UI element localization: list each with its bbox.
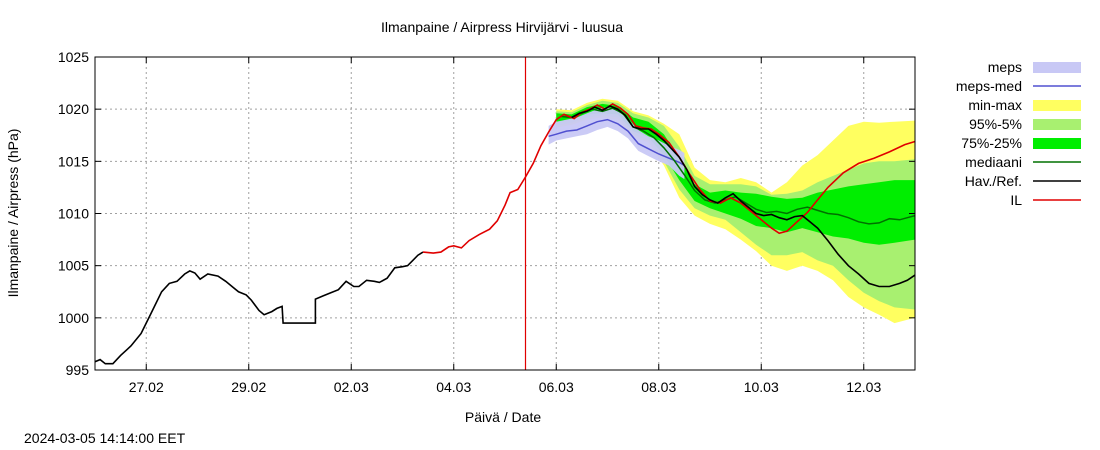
legend-label-hav: Hav./Ref. [965,173,1022,189]
timestamp-label: 2024-03-05 14:14:00 EET [24,430,186,446]
legend: meps meps-med min-max 95%-5% 75%-25% mediaani… [956,59,1081,208]
y-tick-label: 1000 [58,310,89,326]
x-tick-label: 04.03 [436,379,471,395]
x-tick-label: 10.03 [744,379,779,395]
series-meps-med [548,118,685,167]
x-tick-label: 12.03 [846,379,881,395]
series-hav-ref [94,251,424,365]
legend-label-minmax: min-max [968,97,1022,113]
x-tick-label: 02.03 [334,379,369,395]
x-tick-label: 08.03 [641,379,676,395]
series-hav-ref [571,105,916,288]
y-tick-label: 1005 [58,258,89,274]
legend-label-il: IL [1010,192,1022,208]
x-tick-label: 27.02 [129,379,164,395]
legend-swatch-p75_25 [1033,138,1081,149]
chart-title: Ilmanpaine / Airpress Hirvijärvi - luusu… [381,19,623,35]
y-tick-label: 1025 [58,49,89,65]
legend-swatch-meps [1033,62,1081,73]
y-tick-label: 1015 [58,153,89,169]
legend-label-p95_5: 95%-5% [969,116,1022,132]
y-tick-label: 1020 [58,101,89,117]
legend-label-meps_med: meps-med [956,78,1022,94]
band-meps [548,107,685,180]
series-observed-il [422,113,572,254]
plot-area: 995 1000 1005 1010 1015 1020 1025 27.02 29.02 02.… [58,49,916,395]
y-axis-label: Ilmanpaine / Airpress (hPa) [5,129,21,298]
legend-swatch-p95_5 [1033,119,1081,130]
x-tick-label: 29.02 [231,379,266,395]
y-tick-label: 995 [66,362,90,378]
legend-swatch-minmax [1033,100,1081,111]
legend-label-meps: meps [988,59,1022,75]
y-tick-label: 1010 [58,206,89,222]
legend-label-mediaani: mediaani [965,154,1022,170]
legend-label-p75_25: 75%-25% [961,135,1022,151]
x-tick-label: 06.03 [539,379,574,395]
band-75-25 [556,103,915,245]
x-axis-label: Päivä / Date [465,409,541,425]
